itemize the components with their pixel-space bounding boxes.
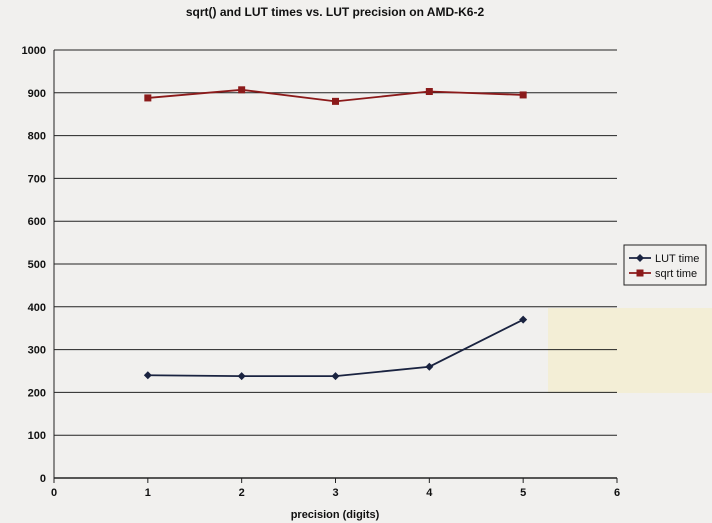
- y-tick-label: 900: [28, 88, 46, 100]
- y-tick-label: 1000: [22, 45, 46, 57]
- legend-box: [623, 244, 707, 286]
- legend-marker: [636, 254, 644, 262]
- y-tick-label: 800: [28, 131, 46, 143]
- data-point: [332, 97, 339, 105]
- series-sqrt-time: [144, 86, 527, 105]
- data-point: [144, 94, 152, 102]
- x-tick-label: 6: [614, 487, 620, 499]
- gridlines: [54, 49, 617, 479]
- x-tick-label: 5: [520, 487, 526, 499]
- y-tick-label: 200: [28, 387, 46, 399]
- legend-label: sqrt time: [655, 268, 697, 280]
- data-point: [519, 315, 528, 324]
- y-tick-label: 100: [28, 430, 46, 442]
- series-line: [147, 318, 524, 378]
- x-tick-label: 3: [332, 487, 338, 499]
- y-tick-label: 300: [28, 345, 46, 357]
- chart-title: sqrt() and LUT times vs. LUT precision o…: [186, 5, 485, 19]
- x-tick-label: 0: [51, 487, 57, 499]
- legend-label: LUT time: [655, 253, 699, 265]
- data-point: [425, 362, 434, 371]
- data-point: [237, 372, 246, 381]
- series-lut-time: [143, 315, 528, 381]
- y-tick-label: 600: [28, 216, 46, 228]
- data-point: [143, 371, 152, 380]
- series-layer: [143, 86, 528, 381]
- x-tick-labels: 0 1 2 3 4 5 6: [51, 487, 620, 499]
- x-tick-label: 1: [145, 487, 151, 499]
- y-tick-label: 700: [28, 173, 46, 185]
- data-point: [425, 88, 433, 96]
- x-tick-label: 4: [426, 487, 433, 499]
- legend: LUT time sqrt time: [623, 244, 707, 286]
- data-point: [238, 86, 246, 94]
- y-tick-label: 0: [40, 473, 46, 485]
- y-tick-label: 500: [28, 259, 46, 271]
- x-tick-label: 2: [239, 487, 245, 499]
- legend-marker: [636, 269, 644, 277]
- data-point: [519, 91, 527, 99]
- y-tick-label: 400: [28, 302, 46, 314]
- data-point: [331, 372, 340, 381]
- axes: [53, 50, 618, 483]
- x-axis-label: precision (digits): [291, 509, 380, 521]
- y-tick-labels: 0 100 200 300 400 500 600 700 800 900 1000: [22, 45, 46, 485]
